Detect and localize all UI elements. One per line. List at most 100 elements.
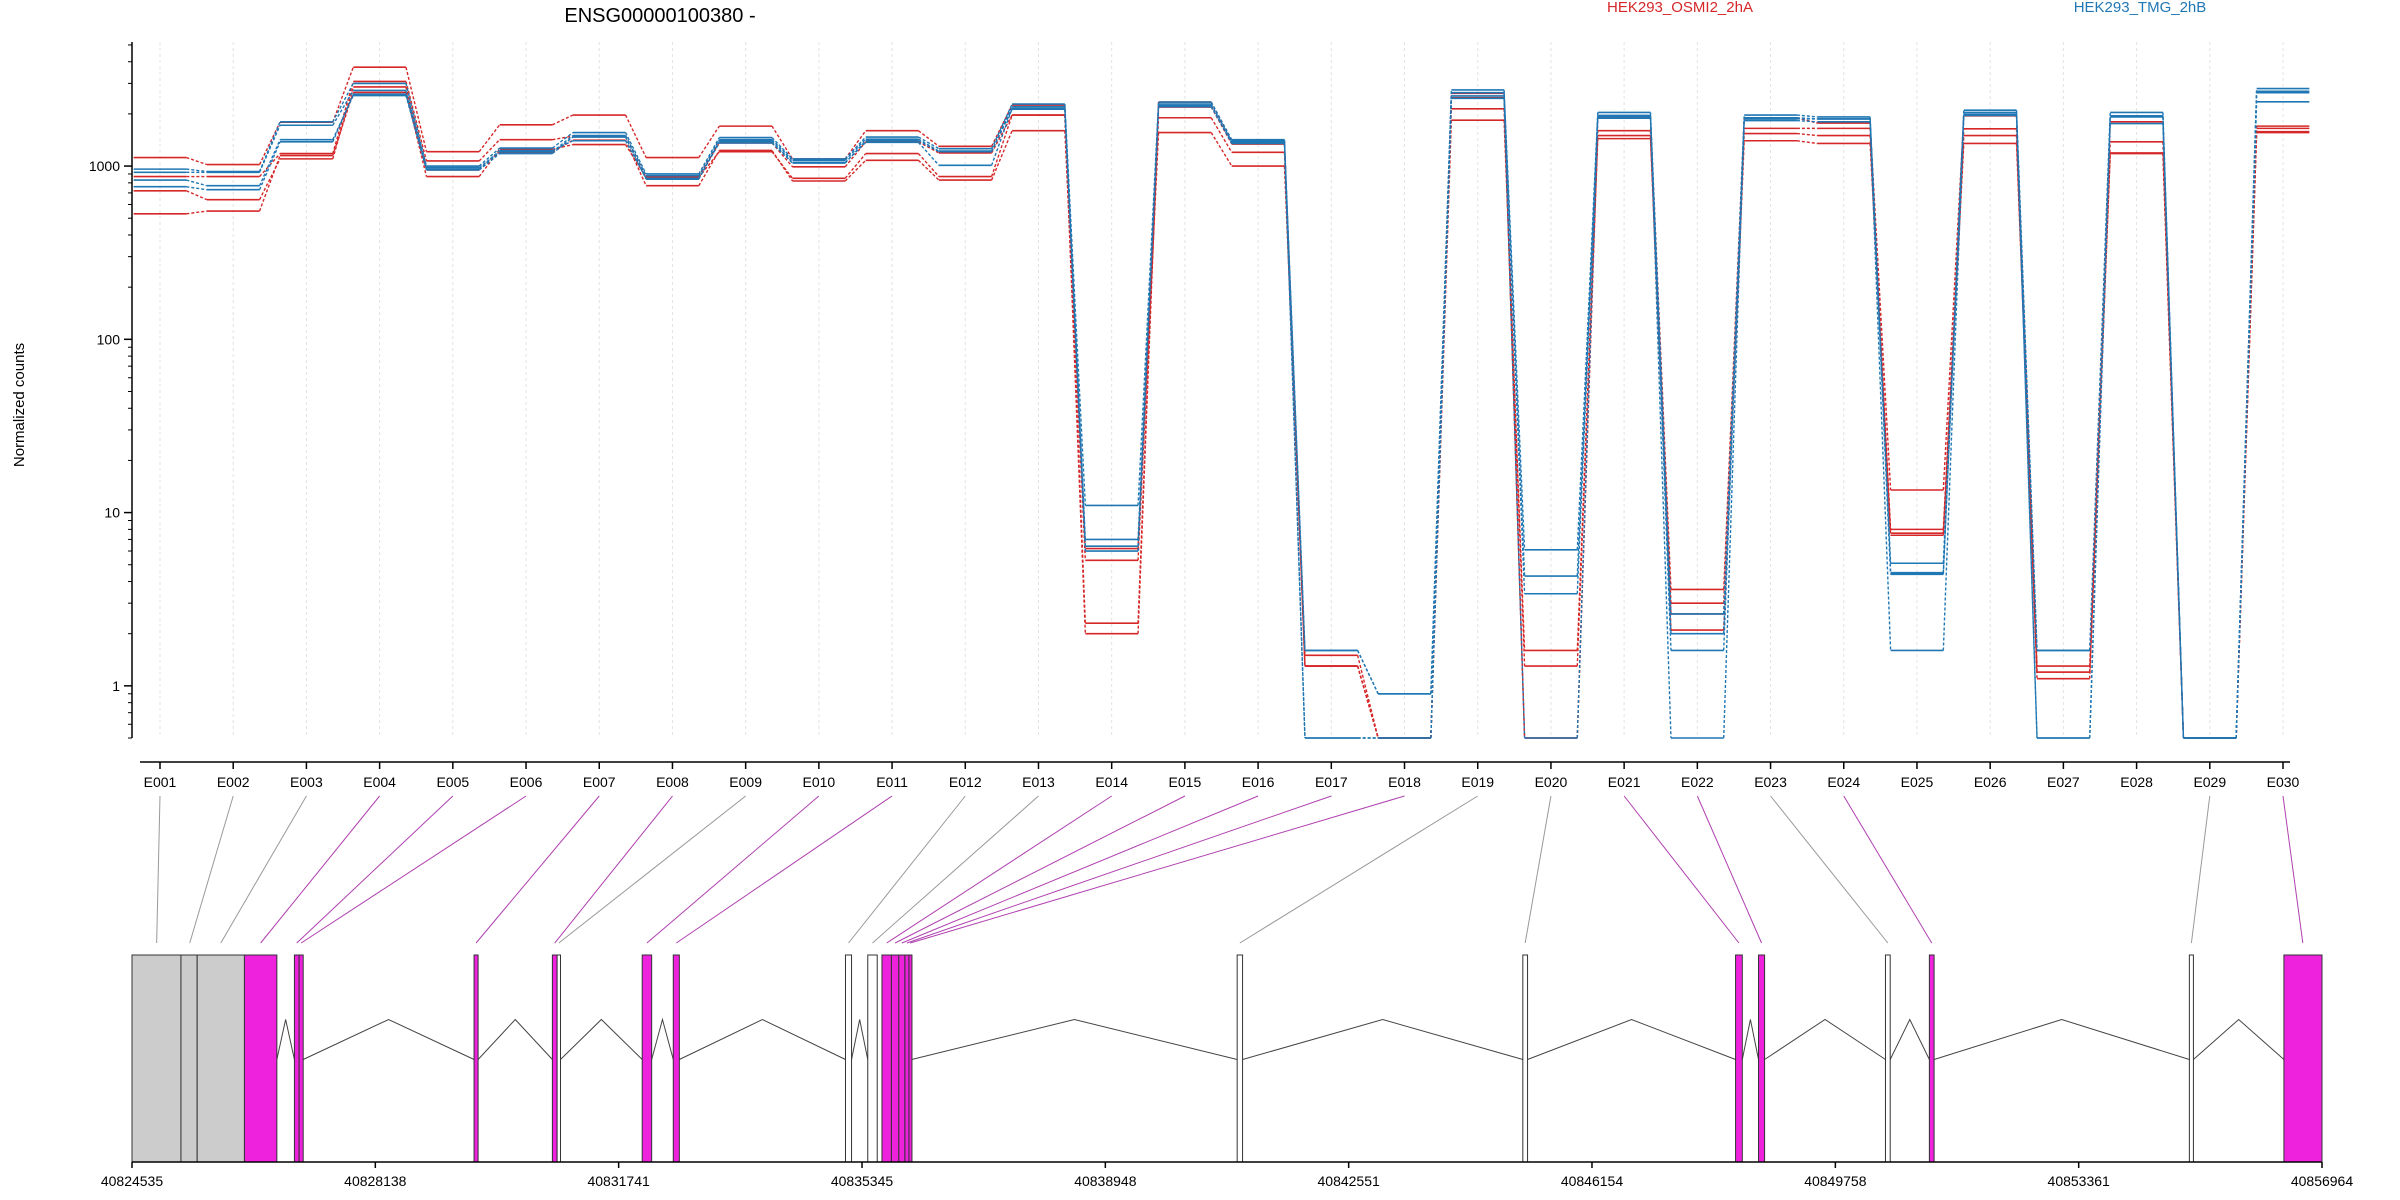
x-tick-label-e004: E004 [363, 774, 396, 790]
series-connector [551, 132, 574, 149]
x-tick-label-e017: E017 [1315, 774, 1348, 790]
connector-e016 [901, 795, 1259, 944]
connector-e010 [646, 795, 820, 944]
series-connector [1357, 650, 1379, 695]
series-connector [990, 103, 1013, 149]
series-connector [478, 148, 501, 177]
intron-line [651, 1017, 674, 1060]
connector-e006 [300, 795, 527, 944]
series-connector [1796, 114, 1818, 118]
connector-e015 [894, 795, 1186, 944]
series-connector [1356, 665, 1379, 739]
exon-block-e011 [672, 954, 680, 1163]
series-connector [2162, 123, 2185, 739]
x-tick-label-e008: E008 [656, 774, 689, 790]
connector-e004 [260, 795, 381, 944]
genomic-tick-label: 40842551 [1318, 1173, 1381, 1189]
series-connector [844, 159, 867, 182]
series-connector [1942, 112, 1965, 573]
exon-block-e010 [641, 954, 653, 1163]
series-connector [1942, 115, 1965, 651]
exon-block-e007 [473, 954, 479, 1163]
series-connector [1649, 116, 1672, 739]
x-tick-label-e011: E011 [876, 774, 908, 790]
x-tick-label-e022: E022 [1681, 774, 1714, 790]
series-connector [917, 141, 940, 166]
x-tick-label-e016: E016 [1242, 774, 1275, 790]
series-connector [258, 139, 281, 187]
exon-block-e022 [1758, 954, 1766, 1163]
series-connector [1869, 118, 1892, 573]
series-connector [1869, 121, 1892, 651]
series-connector [332, 90, 354, 126]
connector-e029 [2190, 795, 2211, 944]
series-connector [258, 141, 281, 191]
series-connector [771, 151, 794, 179]
series-connector [258, 121, 281, 172]
series-connector [186, 168, 207, 173]
connector-e009 [558, 795, 746, 944]
series-connector [1722, 117, 1745, 739]
series-connector [405, 83, 428, 167]
x-tick-label-e021: E021 [1608, 774, 1641, 790]
exon-block-e024 [1928, 954, 1935, 1163]
series-connector [1064, 109, 1087, 552]
intron-line [276, 1019, 295, 1060]
series-connector [624, 114, 647, 158]
x-tick-label-e019: E019 [1461, 774, 1494, 790]
intron-line [477, 1018, 553, 1060]
x-tick-label-e005: E005 [436, 774, 469, 790]
connector-e023 [1770, 795, 1889, 944]
genomic-tick-label: 40856964 [2291, 1173, 2354, 1189]
exon-block-e023 [1884, 954, 1891, 1163]
series-connector [1210, 101, 1233, 141]
series-connector [186, 210, 207, 215]
legend-entry-tmg: HEK293_TMG_2hB [2074, 0, 2207, 16]
series-connector [1503, 98, 1526, 594]
connector-e020 [1524, 795, 1552, 944]
series-connector [258, 158, 281, 200]
connector-e005 [296, 795, 454, 944]
series-connector [771, 139, 794, 161]
intron-line [679, 1018, 846, 1060]
connector-e022 [1696, 795, 1763, 944]
connector-e007 [475, 795, 600, 944]
series-connector [258, 124, 281, 173]
series-connector [552, 140, 574, 152]
x-tick-label-e010: E010 [803, 774, 836, 790]
connector-e003 [220, 795, 307, 944]
chart-title: ENSG00000100380 - [564, 5, 755, 27]
series-connector [917, 130, 940, 147]
genomic-tick-label: 40853361 [2048, 1173, 2111, 1189]
series-connector [990, 130, 1013, 181]
series-connector [844, 141, 867, 168]
series-connector [1796, 132, 1818, 137]
series-connector [552, 114, 574, 126]
series-connector [624, 132, 647, 175]
connector-e013 [872, 795, 1039, 944]
series-connector [1137, 107, 1160, 634]
series-connector [551, 136, 574, 155]
series-connector [918, 140, 940, 153]
series-connector [2235, 91, 2258, 739]
series-connector [2015, 143, 2038, 673]
y-axis-label: Normalized counts [11, 343, 28, 467]
series-connector [1503, 95, 1526, 739]
series-connector [478, 151, 501, 169]
x-tick-label-e029: E029 [2193, 774, 2226, 790]
series-connector [186, 179, 208, 187]
exon-block-e017 [904, 954, 910, 1163]
genomic-tick-label: 40846154 [1561, 1173, 1624, 1189]
series-connector [1430, 95, 1453, 739]
series-connector [478, 124, 501, 153]
series-connector [918, 138, 940, 152]
x-tick-label-e023: E023 [1754, 774, 1787, 790]
legend-entry-osmi2: HEK293_OSMI2_2hA [1607, 0, 1753, 16]
series-connector [552, 143, 574, 150]
x-tick-label-e018: E018 [1388, 774, 1421, 790]
series-connector [2015, 114, 2038, 651]
series-connector [186, 186, 207, 191]
series-connector [1796, 119, 1818, 123]
genomic-tick-label: 40828138 [344, 1173, 407, 1189]
series-connector [771, 140, 794, 163]
